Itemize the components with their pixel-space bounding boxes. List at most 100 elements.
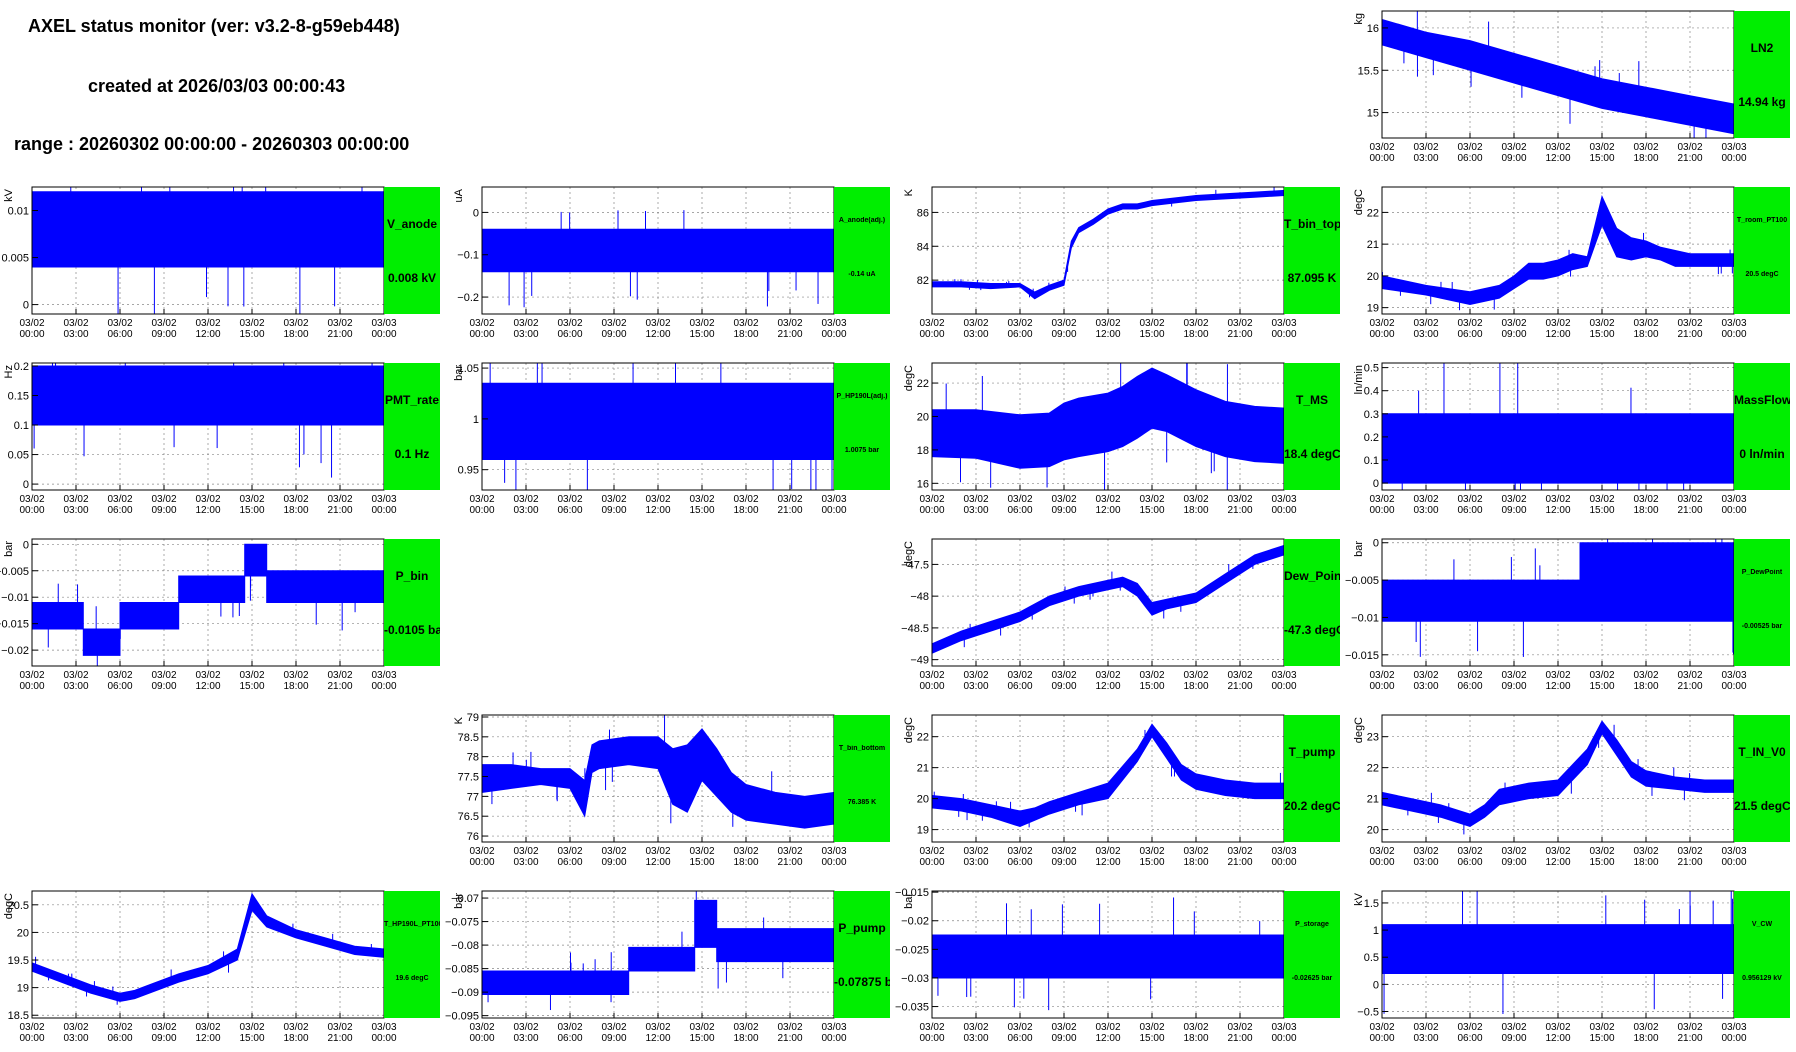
chart-panel-T_HP: 03/02 00:00 03/02 03:00 03/02 06:00 03/02 09:00…	[0, 889, 440, 1052]
y-tick-label: 1.05	[458, 363, 479, 375]
x-tick-label: 03/02	[283, 494, 308, 505]
x-tick-label: 03/02	[689, 494, 714, 505]
x-tick-label: 15:00	[239, 505, 264, 516]
y-axis-label: bar	[903, 893, 915, 909]
x-tick-label: 21:00	[1227, 857, 1252, 868]
x-tick-label: 18:00	[1633, 505, 1658, 516]
x-tick-label: 03/02	[1589, 494, 1614, 505]
x-tick-label: 09:00	[151, 681, 176, 692]
x-tick-label: 03/02	[107, 1022, 132, 1033]
y-tick-label: 20	[1367, 825, 1379, 837]
series-band-MassFlow	[1381, 413, 1735, 484]
chart-panel-P_bin: 03/02 00:00 03/02 03:00 03/02 06:00 03/02 09:00…	[0, 537, 440, 700]
x-tick-label: 00:00	[919, 505, 944, 516]
x-tick-label: 18:00	[283, 1033, 308, 1044]
x-tick-label: 09:00	[601, 857, 626, 868]
x-tick-label: 09:00	[601, 329, 626, 340]
x-tick-label: 18:00	[283, 681, 308, 692]
x-tick-label: 00:00	[821, 505, 846, 516]
y-tick-label: 16	[1367, 23, 1379, 35]
x-tick-label: 00:00	[1271, 681, 1296, 692]
badge-value: -0.07875 bar	[834, 974, 890, 989]
x-tick-label: 00:00	[19, 329, 44, 340]
badge-name: PMT_rate	[384, 393, 440, 408]
chart-svg-T_HP: 03/0200:0003/0203:0003/0206:0003/0209:00…	[3, 890, 397, 1044]
y-axis-label: degC	[1353, 189, 1365, 215]
status-badge-LN2: LN2 14.94 kg	[1734, 11, 1790, 138]
x-tick-label: 03/03	[1721, 670, 1746, 681]
x-tick-label: 18:00	[1183, 1033, 1208, 1044]
y-tick-label: −0.095	[445, 1011, 479, 1023]
x-tick-label: 03/03	[1271, 1022, 1296, 1033]
x-tick-label: 03/02	[1227, 846, 1252, 857]
badge-value: 21.5 degC	[1734, 798, 1790, 813]
badge-name: T_room_PT100	[1736, 217, 1788, 225]
x-tick-label: 21:00	[1677, 329, 1702, 340]
x-tick-label: 03/02	[469, 318, 494, 329]
x-tick-label: 03/02	[1227, 318, 1252, 329]
x-tick-label: 03/02	[1589, 1022, 1614, 1033]
x-tick-label: 03/03	[821, 318, 846, 329]
plot-frame	[931, 714, 1285, 843]
x-tick-label: 06:00	[1007, 505, 1032, 516]
x-tick-label: 09:00	[601, 1033, 626, 1044]
x-tick-label: 18:00	[733, 857, 758, 868]
x-tick-label: 18:00	[733, 1033, 758, 1044]
y-tick-label: 0	[1373, 478, 1379, 490]
badge-name: P_storage	[1295, 921, 1329, 929]
x-tick-label: 00:00	[919, 1033, 944, 1044]
x-tick-label: 03/02	[1633, 1022, 1658, 1033]
badge-name: T_bin_top	[1284, 217, 1340, 232]
x-tick-label: 03/02	[645, 318, 670, 329]
x-tick-label: 03/02	[513, 494, 538, 505]
status-badge-P_storage: P_storage -0.02625 bar	[1284, 891, 1340, 1018]
x-tick-label: 03/03	[1721, 142, 1746, 153]
x-tick-label: 03/02	[777, 1022, 802, 1033]
x-tick-label: 09:00	[1501, 1033, 1526, 1044]
x-tick-label: 03/02	[557, 318, 582, 329]
x-tick-label: 15:00	[1139, 505, 1164, 516]
x-tick-label: 03/02	[1007, 1022, 1032, 1033]
y-tick-label: 0.2	[1364, 432, 1379, 444]
status-badge-PMT_rate: PMT_rate 0.1 Hz	[384, 363, 440, 490]
x-tick-label: 03/02	[469, 1022, 494, 1033]
x-tick-label: 03/02	[107, 670, 132, 681]
y-tick-label: 0.95	[458, 465, 479, 477]
x-tick-label: 03/02	[1413, 1022, 1438, 1033]
x-tick-label: 03/02	[601, 494, 626, 505]
y-tick-label: −0.09	[451, 987, 479, 999]
x-tick-label: 03:00	[1413, 329, 1438, 340]
chart-svg-LN2: 03/0200:0003/0203:0003/0206:0003/0209:00…	[1353, 10, 1747, 164]
badge-value: 0 ln/min	[1739, 446, 1785, 461]
chart-svg-A_anode: 03/0200:0003/0203:0003/0206:0003/0209:00…	[453, 186, 847, 340]
x-tick-label: 03/02	[1051, 846, 1076, 857]
x-tick-label: 21:00	[1227, 1033, 1252, 1044]
x-tick-label: 21:00	[1677, 153, 1702, 164]
x-tick-label: 06:00	[1007, 857, 1032, 868]
status-badge-P_pump: P_pump -0.07875 bar	[834, 891, 890, 1018]
x-tick-label: 15:00	[1589, 153, 1614, 164]
x-tick-label: 12:00	[1095, 329, 1120, 340]
x-tick-label: 15:00	[1139, 329, 1164, 340]
x-tick-label: 00:00	[19, 1033, 44, 1044]
chart-panel-T_bin_bottom: 03/02 00:00 03/02 03:00 03/02 06:00 03/02 09:00…	[450, 712, 890, 876]
y-tick-label: 0.2	[14, 361, 29, 373]
chart-panel-V_CW: 03/02 00:00 03/02 03:00 03/02 06:00 03/02 09:00…	[1350, 889, 1790, 1052]
badge-value: 14.94 kg	[1738, 94, 1786, 109]
series-band-P_storage	[931, 934, 1285, 979]
x-tick-label: 03:00	[513, 1033, 538, 1044]
x-tick-label: 00:00	[371, 681, 396, 692]
x-tick-label: 03/03	[1721, 846, 1746, 857]
x-tick-label: 03/02	[63, 494, 88, 505]
x-tick-label: 03/02	[1501, 846, 1526, 857]
x-tick-label: 03/02	[151, 318, 176, 329]
x-tick-label: 00:00	[919, 329, 944, 340]
badge-value: 1.0075 bar	[844, 446, 880, 454]
x-tick-label: 03/02	[1457, 142, 1482, 153]
y-tick-label: −0.1	[457, 250, 479, 262]
y-axis-label: degC	[903, 365, 915, 391]
x-tick-label: 06:00	[1457, 1033, 1482, 1044]
x-tick-label: 21:00	[1227, 681, 1252, 692]
x-tick-label: 03/02	[1139, 846, 1164, 857]
x-tick-label: 03/02	[645, 846, 670, 857]
